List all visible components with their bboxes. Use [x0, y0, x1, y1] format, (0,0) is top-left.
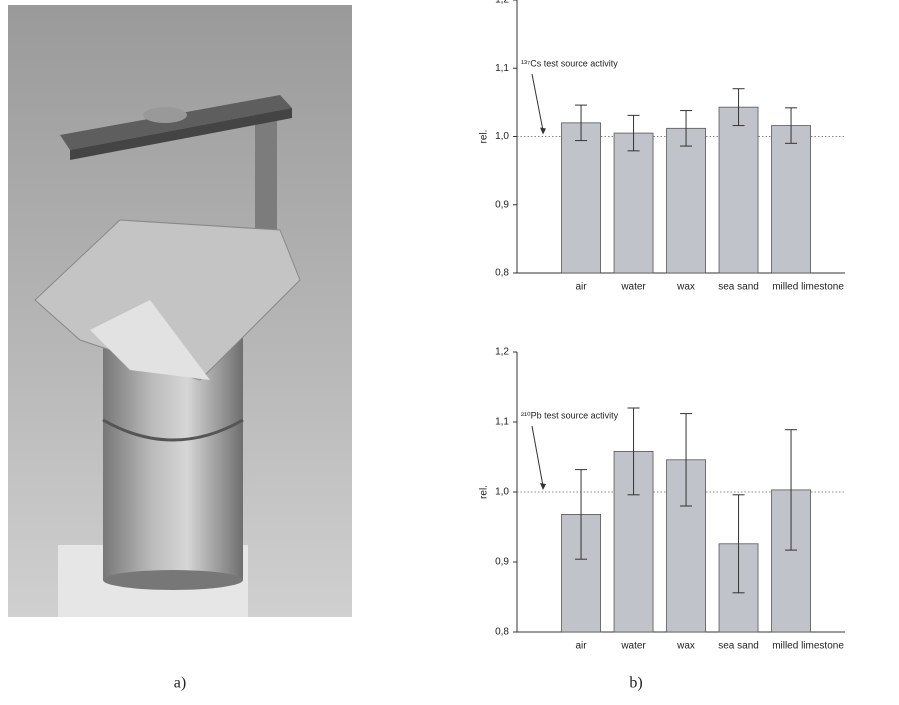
arrow-head — [540, 128, 546, 135]
y-axis-label: rel. — [479, 130, 490, 144]
caption: b) — [629, 675, 642, 692]
bar — [562, 123, 601, 273]
y-tick-label: 0,8 — [495, 268, 509, 279]
bar — [614, 133, 653, 273]
x-tick-label: water — [620, 282, 646, 293]
y-tick-label: 1,2 — [495, 0, 509, 6]
x-tick-label: milled limestone — [772, 282, 844, 293]
y-tick-label: 1,0 — [495, 487, 509, 498]
y-tick-label: 1,1 — [495, 63, 509, 74]
x-tick-label: air — [575, 641, 587, 652]
annotation-arrow — [532, 426, 543, 486]
x-tick-label: sea sand — [718, 641, 759, 652]
y-tick-label: 1,1 — [495, 417, 509, 428]
figure: a) b) 0,8 0,9 1,0 1,1 1,2 rel. ¹³⁷Cs test source… — [0, 0, 899, 700]
annotation: ²¹⁰Pb test source activity — [521, 410, 619, 420]
x-tick-label: milled limestone — [772, 641, 844, 652]
y-tick-label: 0,9 — [495, 557, 509, 568]
y-tick-label: 0,9 — [495, 199, 509, 210]
x-tick-label: water — [620, 641, 646, 652]
x-tick-label: air — [575, 282, 587, 293]
annotation: ¹³⁷Cs test source activity — [521, 58, 618, 68]
y-tick-label: 1,2 — [495, 347, 509, 358]
x-tick-label: sea sand — [718, 282, 759, 293]
bar — [772, 126, 811, 273]
arrow-head — [540, 483, 546, 490]
y-axis-label: rel. — [479, 485, 490, 499]
bar — [667, 128, 706, 273]
photo — [8, 5, 352, 617]
caption: a) — [174, 675, 186, 692]
x-tick-label: wax — [676, 641, 695, 652]
x-tick-label: wax — [676, 282, 695, 293]
bar — [719, 107, 758, 273]
annotation-arrow — [532, 74, 543, 131]
y-tick-label: 1,0 — [495, 131, 509, 142]
y-tick-label: 0,8 — [495, 627, 509, 638]
